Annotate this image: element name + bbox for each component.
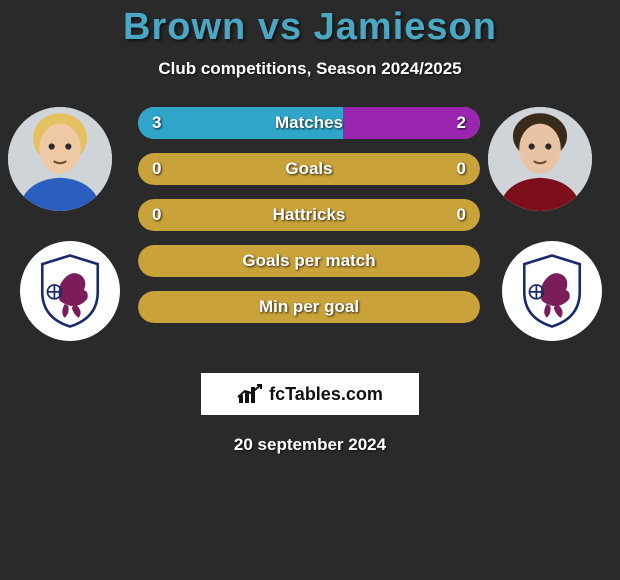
stat-bar: Hattricks0 0 bbox=[138, 199, 480, 231]
stat-label: Matches bbox=[138, 107, 480, 139]
stat-value-right: 0 bbox=[457, 153, 466, 185]
shield-icon bbox=[516, 252, 588, 330]
stat-bars: Matches32Goals00Hattricks00Goals per mat… bbox=[138, 107, 480, 337]
subtitle: Club competitions, Season 2024/2025 bbox=[0, 59, 620, 79]
stat-label: Goals bbox=[138, 153, 480, 185]
stats-area: Matches32Goals00Hattricks00Goals per mat… bbox=[0, 107, 620, 367]
stat-value-left: 0 bbox=[152, 153, 161, 185]
person-icon bbox=[488, 107, 592, 211]
watermark-text: fcTables.com bbox=[269, 384, 383, 405]
player-left-avatar bbox=[8, 107, 112, 211]
chart-icon bbox=[237, 383, 263, 405]
date-text: 20 september 2024 bbox=[0, 435, 620, 455]
stat-bar: Min per goal bbox=[138, 291, 480, 323]
stat-value-left: 3 bbox=[152, 107, 161, 139]
stat-value-right: 2 bbox=[457, 107, 466, 139]
club-crest-left bbox=[20, 241, 120, 341]
person-icon bbox=[8, 107, 112, 211]
player-right-avatar bbox=[488, 107, 592, 211]
stat-bar: Goals per match bbox=[138, 245, 480, 277]
stat-value-left: 0 bbox=[152, 199, 161, 231]
club-crest-right bbox=[502, 241, 602, 341]
watermark-badge: fcTables.com bbox=[201, 373, 419, 415]
stat-label: Hattricks bbox=[138, 199, 480, 231]
stat-label: Min per goal bbox=[138, 291, 480, 323]
stat-label: Goals per match bbox=[138, 245, 480, 277]
stat-value-right: 0 bbox=[457, 199, 466, 231]
comparison-card: Brown vs Jamieson Club competitions, Sea… bbox=[0, 0, 620, 580]
shield-icon bbox=[34, 252, 106, 330]
page-title: Brown vs Jamieson bbox=[0, 0, 620, 49]
stat-bar: Goals0 0 bbox=[138, 153, 480, 185]
stat-bar: Matches3 2 bbox=[138, 107, 480, 139]
